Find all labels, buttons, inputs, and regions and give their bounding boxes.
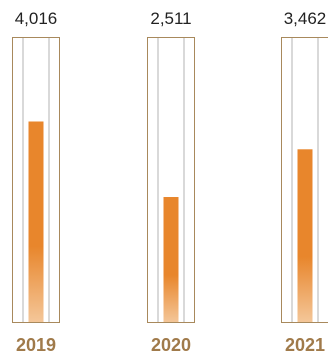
value-label: 2,511 [150, 9, 191, 28]
category-label: 2020 [151, 335, 191, 355]
bar-group-2021: 3,462 2021 [281, 9, 328, 355]
bar [163, 197, 179, 323]
bar [28, 121, 44, 323]
category-label: 2021 [285, 335, 325, 355]
bar-frame [281, 37, 328, 323]
bar-frame [12, 37, 60, 323]
category-label: 2019 [16, 335, 56, 355]
bar-frame [147, 37, 195, 323]
bars-layer: 4,016 2019 2,511 2020 3,462 2021 [12, 9, 328, 355]
bar [297, 149, 313, 323]
value-label: 3,462 [284, 9, 327, 28]
bar-group-2019: 4,016 2019 [12, 9, 60, 355]
bar-group-2020: 2,511 2020 [147, 9, 195, 355]
value-label: 4,016 [15, 9, 58, 28]
